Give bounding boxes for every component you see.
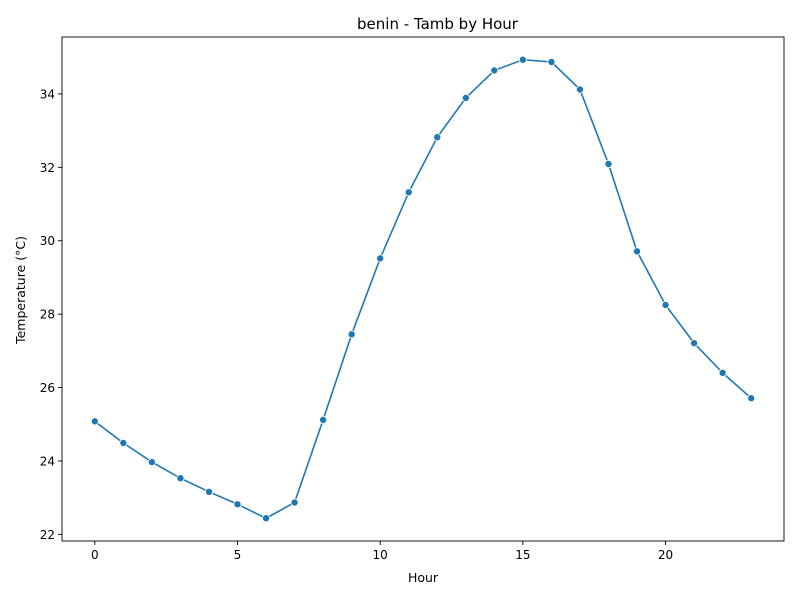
data-point [176, 474, 185, 483]
data-point [147, 458, 156, 467]
data-point [575, 85, 584, 94]
axes-frame [61, 36, 785, 542]
y-tick-label: 26 [40, 381, 55, 395]
x-tick-label: 10 [373, 548, 388, 562]
data-point [604, 160, 613, 169]
data-point [633, 247, 642, 256]
y-axis-label: Temperature (°C) [13, 236, 28, 345]
x-axis-label: Hour [408, 570, 439, 585]
x-tick-label: 0 [91, 548, 99, 562]
x-tick-label: 15 [515, 548, 530, 562]
data-point [119, 438, 128, 447]
data-point [262, 514, 271, 523]
data-point [518, 55, 527, 64]
data-point [461, 93, 470, 102]
data-point [718, 368, 727, 377]
y-tick-label: 24 [40, 454, 55, 468]
chart-title: benin - Tamb by Hour [357, 15, 519, 33]
series-line [94, 58, 752, 520]
data-point [661, 300, 670, 309]
data-point [747, 394, 756, 403]
data-point [547, 57, 556, 66]
data-point [490, 66, 499, 75]
data-point [204, 487, 213, 496]
data-point [690, 339, 699, 348]
plot-area: 0 5 10 15 20 22 24 26 28 30 32 34 [40, 36, 785, 562]
data-point [290, 498, 299, 507]
x-tick-label: 5 [234, 548, 242, 562]
data-point [233, 500, 242, 509]
y-tick-label: 28 [40, 308, 55, 322]
data-point [319, 415, 328, 424]
y-tick-label: 30 [40, 234, 55, 248]
data-point [433, 133, 442, 142]
data-point [404, 188, 413, 197]
data-point [90, 417, 99, 426]
data-point [376, 254, 385, 263]
x-tick-label: 20 [658, 548, 673, 562]
y-tick-label: 34 [40, 87, 55, 101]
y-tick-label: 32 [40, 161, 55, 175]
data-point [347, 330, 356, 339]
y-tick-label: 22 [40, 528, 55, 542]
